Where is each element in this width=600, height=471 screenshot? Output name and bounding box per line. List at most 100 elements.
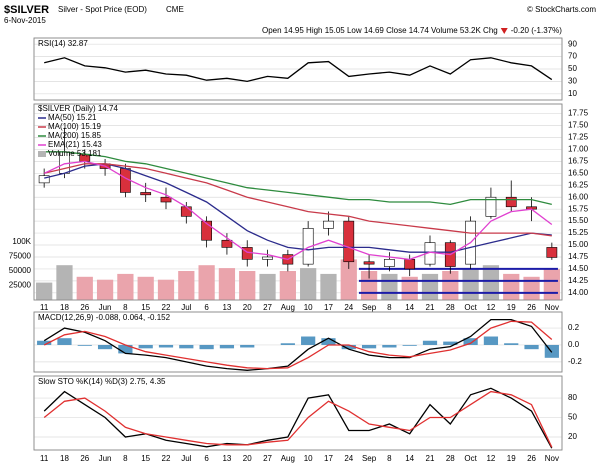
histogram-bar: [422, 340, 438, 345]
volume-bar: [137, 276, 154, 300]
exchange: CME: [166, 5, 184, 14]
y-tick-label: 50: [568, 413, 577, 422]
x-tick-label: 18: [60, 303, 69, 312]
histogram-bar: [97, 344, 113, 350]
y-tick-label: 50000: [9, 266, 32, 275]
indicator-line: [44, 163, 552, 253]
y-tick-label: 14.50: [568, 264, 589, 273]
candle-body: [505, 196, 517, 208]
x-tick-label: Aug: [281, 303, 295, 312]
volume-bar: [543, 269, 560, 300]
x-tick-label: 20: [243, 303, 252, 312]
x-tick-label: Jul: [181, 454, 191, 463]
x-tick-label: Aug: [281, 454, 295, 463]
x-tick-label: 10: [304, 303, 313, 312]
y-tick-label: 75000: [9, 252, 32, 261]
legend-entry: EMA(21) 15.43: [48, 140, 102, 149]
histogram-bar: [219, 344, 235, 349]
x-tick-label: 12: [486, 454, 495, 463]
legend-entry: MA(200) 15.85: [48, 131, 101, 140]
histogram-bar: [57, 338, 72, 345]
x-tick-label: 27: [263, 303, 272, 312]
y-tick-label: -0.2: [568, 357, 582, 366]
x-tick-label: 20: [243, 454, 252, 463]
volume-bar: [36, 282, 53, 300]
x-tick-label: 27: [263, 454, 272, 463]
quote: Open 14.95 High 15.05 Low 14.69 Close 14…: [262, 26, 498, 35]
candle-body: [38, 175, 50, 184]
x-tick-label: 12: [486, 303, 495, 312]
volume-bar: [76, 276, 93, 300]
x-tick-label: 14: [405, 303, 414, 312]
x-tick-label: 22: [162, 303, 171, 312]
y-tick-label: 16.50: [568, 168, 589, 177]
indicator-line: [44, 163, 552, 237]
y-tick-label: 15.25: [568, 228, 589, 237]
y-tick-label: 20: [568, 432, 577, 441]
indicator-line: [44, 151, 552, 206]
y-tick-label: 100K: [12, 237, 31, 246]
panel-border: [33, 375, 563, 451]
histogram-bar: [138, 344, 153, 349]
panel: [33, 103, 563, 301]
candle-body: [180, 206, 192, 217]
volume-bar: [157, 279, 175, 300]
x-tick-label: Sep: [362, 303, 377, 312]
candle-body: [323, 220, 334, 229]
volume-bar: [259, 273, 276, 300]
x-tick-label: 17: [324, 303, 333, 312]
histogram-bar: [179, 344, 194, 349]
volume-bar: [503, 273, 520, 300]
indicator-label: MACD(12,26,9) -0.088, 0.064, -0.152: [38, 313, 171, 322]
legend-swatch: [38, 151, 46, 157]
y-tick-label: 10: [568, 89, 577, 98]
histogram-bar: [361, 344, 377, 349]
legend-entry: Volume 53,181: [48, 149, 102, 158]
volume-bar: [117, 273, 134, 300]
symbol: $SILVER: [4, 4, 49, 16]
x-tick-label: 6: [204, 454, 209, 463]
volume-bar: [198, 265, 215, 300]
panel-border: [33, 311, 563, 373]
volume-bar: [482, 265, 500, 300]
x-tick-label: Oct: [464, 454, 477, 463]
histogram-bar: [443, 341, 458, 345]
histogram-bar: [77, 344, 92, 346]
x-tick-label: 26: [527, 303, 536, 312]
x-tick-label: 22: [162, 454, 171, 463]
volume-bar: [96, 279, 114, 300]
y-tick-label: 15.75: [568, 204, 589, 213]
volume-bar: [381, 273, 398, 300]
indicator-line: [43, 318, 553, 371]
x-tick-label: 21: [426, 303, 435, 312]
panel: [33, 375, 563, 451]
x-tick-label: 19: [507, 303, 516, 312]
candle-body: [221, 239, 233, 248]
volume-bar: [523, 276, 540, 300]
y-tick-label: 14.75: [568, 252, 589, 261]
x-tick-label: 26: [80, 454, 89, 463]
histogram-bar: [382, 344, 397, 348]
x-tick-label: 21: [426, 454, 435, 463]
candle-body: [343, 220, 355, 263]
histogram-bar: [37, 340, 52, 345]
x-tick-label: Jul: [181, 303, 191, 312]
down-arrow: [500, 28, 508, 34]
volume-bar: [239, 271, 256, 300]
y-tick-label: 70: [568, 52, 577, 61]
y-tick-label: 0.2: [568, 323, 580, 332]
indicator-line: [43, 390, 553, 448]
legend-entry: $SILVER (Daily) 14.74: [38, 104, 118, 113]
candle-body: [404, 259, 416, 270]
histogram-bar: [483, 336, 499, 345]
y-tick-label: 0.0: [568, 340, 580, 349]
change: -0.20 (-1.37%): [511, 26, 562, 35]
date: 6-Nov-2015: [4, 16, 46, 25]
histogram-bar: [301, 336, 316, 345]
candle-body: [262, 256, 273, 260]
source: © StockCharts.com: [527, 5, 596, 14]
volume-bar: [300, 268, 317, 300]
histogram-bar: [504, 343, 519, 345]
candle-body: [485, 196, 497, 217]
